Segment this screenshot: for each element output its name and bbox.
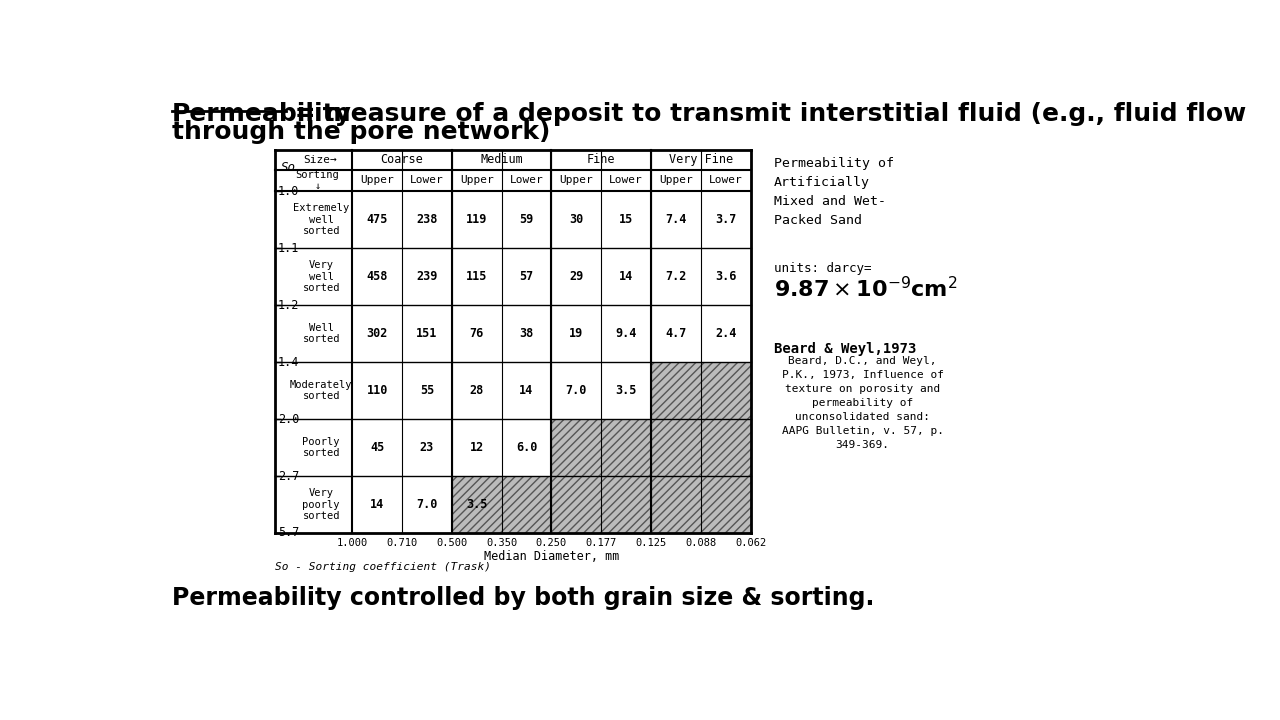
Text: Very
well
sorted: Very well sorted xyxy=(302,260,340,293)
Text: 151: 151 xyxy=(416,327,438,340)
Bar xyxy=(552,419,602,476)
Text: 9.4: 9.4 xyxy=(616,327,636,340)
Text: 23: 23 xyxy=(420,441,434,454)
Text: 76: 76 xyxy=(470,327,484,340)
Text: $\mathbf{9.87} \times \mathbf{10}^{-9}\mathbf{cm}^2$: $\mathbf{9.87} \times \mathbf{10}^{-9}\m… xyxy=(774,276,957,301)
Text: 119: 119 xyxy=(466,213,488,226)
Bar xyxy=(700,476,750,533)
Bar xyxy=(700,362,750,419)
Text: 15: 15 xyxy=(620,213,634,226)
Bar xyxy=(652,476,700,533)
Text: Upper: Upper xyxy=(460,176,494,185)
Text: 1.2: 1.2 xyxy=(278,299,300,312)
Text: 3.7: 3.7 xyxy=(716,213,736,226)
Text: So: So xyxy=(280,161,296,174)
Text: Permeability: Permeability xyxy=(172,102,352,126)
Text: Lower: Lower xyxy=(609,176,643,185)
Text: 29: 29 xyxy=(570,270,584,283)
Text: Coarse: Coarse xyxy=(380,153,424,166)
Text: 0.250: 0.250 xyxy=(536,538,567,548)
Text: Very Fine: Very Fine xyxy=(668,153,733,166)
Text: Moderately
sorted: Moderately sorted xyxy=(291,379,352,401)
Bar xyxy=(652,419,700,476)
Text: 7.0: 7.0 xyxy=(566,384,588,397)
Text: through the pore network): through the pore network) xyxy=(172,120,550,144)
Text: 19: 19 xyxy=(570,327,584,340)
Text: 1.1: 1.1 xyxy=(278,242,300,255)
Text: Beard, D.C., and Weyl,
P.K., 1973, Influence of
texture on porosity and
permeabi: Beard, D.C., and Weyl, P.K., 1973, Influ… xyxy=(782,356,943,450)
Text: Well
sorted: Well sorted xyxy=(302,323,340,344)
Bar xyxy=(552,476,602,533)
Text: 0.062: 0.062 xyxy=(735,538,767,548)
Text: 12: 12 xyxy=(470,441,484,454)
Text: Beard & Weyl,1973: Beard & Weyl,1973 xyxy=(774,342,916,356)
Text: 2.4: 2.4 xyxy=(716,327,736,340)
Text: 7.0: 7.0 xyxy=(416,498,438,511)
Text: 475: 475 xyxy=(366,213,388,226)
Text: 14: 14 xyxy=(620,270,634,283)
Text: 59: 59 xyxy=(520,213,534,226)
Text: 55: 55 xyxy=(420,384,434,397)
Bar xyxy=(700,419,750,476)
Text: So - Sorting coefficient (Trask): So - Sorting coefficient (Trask) xyxy=(275,562,490,572)
Text: Very
poorly
sorted: Very poorly sorted xyxy=(302,488,340,521)
Text: 1.4: 1.4 xyxy=(278,356,300,369)
Text: 45: 45 xyxy=(370,441,384,454)
Text: 1.0: 1.0 xyxy=(278,184,300,197)
Text: 0.350: 0.350 xyxy=(486,538,517,548)
Text: 14: 14 xyxy=(520,384,534,397)
Text: 110: 110 xyxy=(366,384,388,397)
Text: 115: 115 xyxy=(466,270,488,283)
Text: Upper: Upper xyxy=(360,176,394,185)
Text: 2.7: 2.7 xyxy=(278,469,300,482)
Text: 1.000: 1.000 xyxy=(337,538,367,548)
Text: 6.0: 6.0 xyxy=(516,441,538,454)
Text: 28: 28 xyxy=(470,384,484,397)
Text: 238: 238 xyxy=(416,213,438,226)
Text: 458: 458 xyxy=(366,270,388,283)
Text: Size→: Size→ xyxy=(303,155,337,165)
Text: Extremely
well
sorted: Extremely well sorted xyxy=(293,203,349,236)
Text: 0.125: 0.125 xyxy=(635,538,667,548)
Text: 38: 38 xyxy=(520,327,534,340)
Text: 3.6: 3.6 xyxy=(716,270,736,283)
Text: 7.2: 7.2 xyxy=(666,270,686,283)
Text: Permeability of
Artificially
Mixed and Wet-
Packed Sand: Permeability of Artificially Mixed and W… xyxy=(774,157,893,228)
Text: 7.4: 7.4 xyxy=(666,213,686,226)
Text: Upper: Upper xyxy=(559,176,593,185)
Text: Median Diameter, mm: Median Diameter, mm xyxy=(484,550,620,563)
Text: 239: 239 xyxy=(416,270,438,283)
Bar xyxy=(602,476,652,533)
Text: 57: 57 xyxy=(520,270,534,283)
Text: Lower: Lower xyxy=(709,176,742,185)
Text: Poorly
sorted: Poorly sorted xyxy=(302,437,340,459)
Text: 3.5: 3.5 xyxy=(616,384,636,397)
Text: Sorting
↓: Sorting ↓ xyxy=(296,169,339,191)
Text: 302: 302 xyxy=(366,327,388,340)
Text: 4.7: 4.7 xyxy=(666,327,686,340)
Text: Upper: Upper xyxy=(659,176,692,185)
Bar xyxy=(602,419,652,476)
Bar xyxy=(502,476,552,533)
Text: 14: 14 xyxy=(370,498,384,511)
Text: = measure of a deposit to transmit interstitial fluid (e.g., fluid flow: = measure of a deposit to transmit inter… xyxy=(285,102,1245,126)
Text: units: darcy=: units: darcy= xyxy=(774,262,872,275)
Text: 0.500: 0.500 xyxy=(436,538,467,548)
Text: 0.177: 0.177 xyxy=(585,538,617,548)
Text: 0.710: 0.710 xyxy=(387,538,417,548)
Text: Permeability controlled by both grain size & sorting.: Permeability controlled by both grain si… xyxy=(172,586,874,610)
Text: Lower: Lower xyxy=(509,176,543,185)
Text: 0.088: 0.088 xyxy=(685,538,717,548)
Text: Lower: Lower xyxy=(410,176,444,185)
Text: 5.7: 5.7 xyxy=(278,526,300,539)
Text: Fine: Fine xyxy=(588,153,616,166)
Bar xyxy=(452,476,502,533)
Text: 3.5: 3.5 xyxy=(466,498,488,511)
Text: Medium: Medium xyxy=(480,153,524,166)
Bar xyxy=(652,362,700,419)
Text: 2.0: 2.0 xyxy=(278,413,300,426)
Text: 30: 30 xyxy=(570,213,584,226)
